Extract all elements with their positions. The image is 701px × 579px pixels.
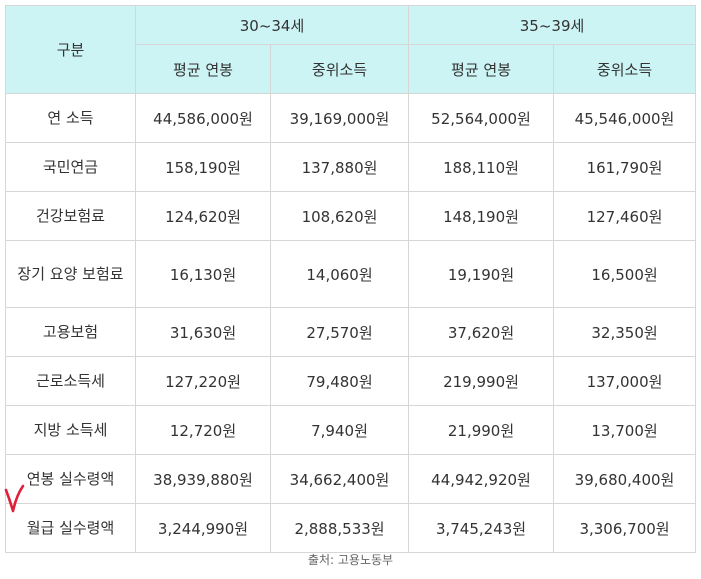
table-cell: 3,745,243원 — [408, 503, 555, 553]
row-label: 월급 실수령액 — [5, 503, 136, 553]
table-cell: 39,680,400원 — [553, 454, 697, 504]
table-cell: 14,060원 — [269, 240, 410, 308]
header-row-metrics: 평균 연봉 중위소득 평균 연봉 중위소득 — [6, 44, 697, 94]
table-cell: 16,500원 — [553, 240, 697, 308]
age-group-header: 30~34세 — [134, 5, 410, 45]
handwritten-check-icon — [4, 484, 25, 513]
table-cell: 127,460원 — [553, 191, 697, 241]
table-cell: 148,190원 — [408, 191, 555, 241]
metric-header: 중위소득 — [553, 44, 697, 94]
table-cell: 45,546,000원 — [553, 93, 697, 143]
table-cell: 188,110원 — [408, 142, 555, 192]
table-cell: 39,169,000원 — [269, 93, 410, 143]
table-cell: 16,130원 — [135, 240, 271, 308]
table-cell: 3,244,990원 — [135, 503, 271, 553]
metric-header: 평균 연봉 — [408, 44, 555, 94]
row-label: 연 소득 — [5, 93, 136, 143]
table-cell: 161,790원 — [553, 142, 697, 192]
table-cell: 13,700원 — [553, 405, 697, 455]
table-row: 연봉 실수령액 38,939,880원 34,662,400원 44,942,9… — [5, 454, 697, 504]
salary-comparison-table: 구분 30~34세 35~39세 평균 연봉 중위소득 평균 연봉 중위소득 연… — [5, 5, 697, 553]
row-label: 연봉 실수령액 — [5, 454, 136, 504]
table-row: 건강보험료 124,620원 108,620원 148,190원 127,460… — [5, 191, 697, 241]
table-cell: 37,620원 — [408, 307, 555, 357]
metric-header: 평균 연봉 — [135, 44, 271, 94]
table-cell: 12,720원 — [135, 405, 271, 455]
table-cell: 32,350원 — [553, 307, 697, 357]
table-cell: 31,630원 — [135, 307, 271, 357]
table-cell: 124,620원 — [135, 191, 271, 241]
table-cell: 19,190원 — [408, 240, 555, 308]
table-cell: 44,942,920원 — [408, 454, 555, 504]
table-cell: 34,662,400원 — [269, 454, 410, 504]
table-row: 연 소득 44,586,000원 39,169,000원 52,564,000원… — [5, 93, 697, 143]
table-cell: 79,480원 — [269, 356, 410, 406]
table-row: 월급 실수령액 3,244,990원 2,888,533원 3,745,243원… — [5, 503, 697, 553]
table-cell: 219,990원 — [408, 356, 555, 406]
table-cell: 21,990원 — [408, 405, 555, 455]
row-label: 건강보험료 — [5, 191, 136, 241]
corner-header: 구분 — [5, 5, 136, 94]
table-row: 근로소득세 127,220원 79,480원 219,990원 137,000원 — [5, 356, 697, 406]
table-row: 지방 소득세 12,720원 7,940원 21,990원 13,700원 — [5, 405, 697, 455]
table-cell: 52,564,000원 — [408, 93, 555, 143]
table-cell: 38,939,880원 — [135, 454, 271, 504]
table-cell: 27,570원 — [269, 307, 410, 357]
table-row: 고용보험 31,630원 27,570원 37,620원 32,350원 — [5, 307, 697, 357]
source-caption: 출처: 고용노동부 — [307, 553, 394, 567]
metric-header: 중위소득 — [269, 44, 410, 94]
table-cell: 44,586,000원 — [135, 93, 271, 143]
row-label: 지방 소득세 — [5, 405, 136, 455]
row-label: 근로소득세 — [5, 356, 136, 406]
table-row: 장기 요양 보험료 16,130원 14,060원 19,190원 16,500… — [5, 240, 697, 308]
header-row-age-groups: 구분 30~34세 35~39세 — [5, 5, 697, 94]
table-cell: 127,220원 — [135, 356, 271, 406]
row-label: 국민연금 — [5, 142, 136, 192]
table-cell: 158,190원 — [135, 142, 271, 192]
table-cell: 7,940원 — [269, 405, 410, 455]
table-cell: 108,620원 — [269, 191, 410, 241]
table-row: 국민연금 158,190원 137,880원 188,110원 161,790원 — [5, 142, 697, 192]
age-group-header: 35~39세 — [408, 5, 697, 45]
row-label: 장기 요양 보험료 — [5, 240, 136, 308]
table-cell: 137,000원 — [553, 356, 697, 406]
table-cell: 137,880원 — [269, 142, 410, 192]
table-cell: 2,888,533원 — [269, 503, 410, 553]
table-cell: 3,306,700원 — [553, 503, 697, 553]
row-label: 고용보험 — [5, 307, 136, 357]
